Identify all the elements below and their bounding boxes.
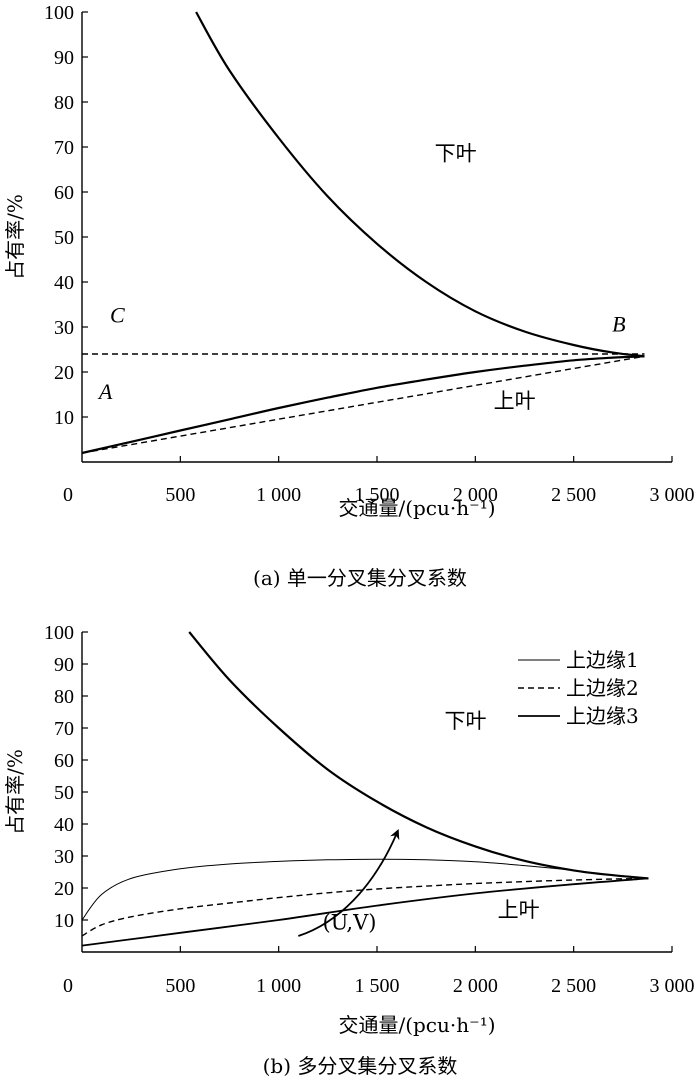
series-line-2 bbox=[81, 858, 649, 921]
y-tick-label: 10 bbox=[54, 910, 74, 932]
x-tick-label: 2 500 bbox=[551, 975, 596, 997]
x-tick-label: 3 000 bbox=[650, 975, 695, 997]
series-line-1 bbox=[195, 11, 645, 358]
x-tick-label: 2 500 bbox=[551, 484, 596, 506]
y-axis-label: 占有率/% bbox=[3, 749, 27, 835]
legend-label-2: 上边缘2 bbox=[566, 676, 639, 700]
y-tick-label: 80 bbox=[54, 92, 74, 114]
legend-label-3: 上边缘3 bbox=[566, 704, 639, 728]
x-tick-label: 0 bbox=[63, 975, 73, 997]
y-tick-label: 50 bbox=[54, 227, 74, 249]
y-tick-label: 80 bbox=[54, 686, 74, 708]
annotation-1: 下叶 bbox=[445, 709, 487, 733]
x-tick-label: 1 000 bbox=[256, 975, 301, 997]
x-tick-label: 1 000 bbox=[256, 484, 301, 506]
legend: 上边缘1 上边缘2 上边缘3 bbox=[518, 648, 639, 728]
x-axis-label: 交通量/(pcu·h⁻¹) bbox=[338, 496, 495, 520]
annotation-4: B bbox=[612, 312, 625, 337]
y-tick-label: 10 bbox=[54, 407, 74, 429]
series-line-3 bbox=[81, 355, 645, 454]
y-tick-label: 60 bbox=[54, 182, 74, 204]
x-tick-label: 1 500 bbox=[355, 484, 400, 506]
x-tick-label: 500 bbox=[165, 484, 195, 506]
x-axis-label: 交通量/(pcu·h⁻¹) bbox=[338, 1013, 495, 1037]
annotation-1: 下叶 bbox=[435, 142, 477, 166]
y-tick-label: 20 bbox=[54, 362, 74, 384]
annotation-2: 上叶 bbox=[494, 389, 536, 413]
annotation-3: A bbox=[97, 379, 113, 404]
y-tick-label: 100 bbox=[44, 622, 74, 644]
y-tick-label: 40 bbox=[54, 272, 74, 294]
x-tick-label: 3 000 bbox=[650, 484, 695, 506]
y-tick-label: 50 bbox=[54, 782, 74, 804]
series-line-4 bbox=[81, 877, 649, 947]
y-tick-label: 90 bbox=[54, 47, 74, 69]
y-tick-label: 90 bbox=[54, 654, 74, 676]
y-axis-label: 占有率/% bbox=[3, 194, 27, 280]
y-tick-label: 20 bbox=[54, 878, 74, 900]
series-line-3 bbox=[81, 877, 649, 937]
y-tick-label: 30 bbox=[54, 846, 74, 868]
annotation-3: (U,V) bbox=[322, 911, 376, 935]
annotation-2: 上叶 bbox=[498, 898, 540, 922]
y-tick-label: 70 bbox=[54, 137, 74, 159]
y-tick-label: 40 bbox=[54, 814, 74, 836]
chart-caption: (b) 多分叉集分叉系数 bbox=[263, 1054, 458, 1078]
x-tick-label: 2 000 bbox=[453, 484, 498, 506]
direction-arrow bbox=[298, 829, 400, 937]
x-tick-label: 2 000 bbox=[453, 975, 498, 997]
x-tick-label: 1 500 bbox=[355, 975, 400, 997]
legend-label-1: 上边缘1 bbox=[566, 648, 639, 672]
annotation-5: C bbox=[110, 303, 125, 328]
y-tick-label: 70 bbox=[54, 718, 74, 740]
x-tick-label: 500 bbox=[165, 975, 195, 997]
x-tick-label: 0 bbox=[63, 484, 73, 506]
chart-caption: (a) 单一分叉集分叉系数 bbox=[253, 566, 467, 590]
y-tick-label: 100 bbox=[44, 2, 74, 24]
y-tick-label: 30 bbox=[54, 317, 74, 339]
series-line-2 bbox=[81, 355, 645, 455]
y-tick-label: 60 bbox=[54, 750, 74, 772]
